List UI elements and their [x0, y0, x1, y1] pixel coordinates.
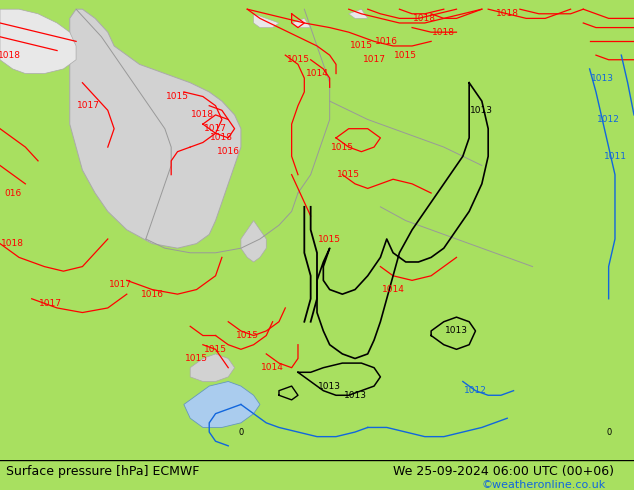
Text: 1017: 1017 [39, 299, 62, 308]
Text: 1017: 1017 [109, 280, 132, 290]
Text: 1013: 1013 [344, 391, 366, 400]
Text: 1018: 1018 [432, 27, 455, 37]
Polygon shape [241, 220, 266, 262]
Text: 1015: 1015 [394, 50, 417, 60]
Text: 1015: 1015 [236, 331, 259, 340]
Polygon shape [349, 9, 368, 19]
Text: 0: 0 [238, 428, 243, 437]
Text: 1015: 1015 [331, 143, 354, 151]
Polygon shape [70, 9, 241, 248]
Text: 1013: 1013 [591, 74, 614, 83]
Text: 1015: 1015 [350, 42, 373, 50]
Text: 1015: 1015 [185, 354, 208, 363]
Text: 1014: 1014 [306, 69, 328, 78]
Text: 1013: 1013 [318, 382, 341, 391]
Text: 016: 016 [4, 189, 22, 197]
Text: 1018: 1018 [191, 110, 214, 120]
Text: 1018: 1018 [413, 14, 436, 23]
Text: 1018: 1018 [1, 239, 24, 248]
Polygon shape [254, 14, 279, 27]
Text: 1014: 1014 [382, 285, 404, 294]
Text: 1016: 1016 [141, 290, 164, 299]
Text: 1018: 1018 [496, 9, 519, 18]
Text: 1013: 1013 [470, 106, 493, 115]
Polygon shape [190, 354, 235, 382]
Text: 1018: 1018 [210, 133, 233, 143]
Text: 1016: 1016 [217, 147, 240, 156]
Text: We 25-09-2024 06:00 UTC (00+06): We 25-09-2024 06:00 UTC (00+06) [393, 465, 614, 478]
Text: 1011: 1011 [604, 152, 626, 161]
Polygon shape [184, 382, 260, 427]
Text: 1012: 1012 [597, 115, 620, 124]
Text: 0: 0 [606, 428, 611, 437]
Text: Surface pressure [hPa] ECMWF: Surface pressure [hPa] ECMWF [6, 465, 200, 478]
Text: 1014: 1014 [261, 363, 284, 372]
Text: 1013: 1013 [445, 326, 468, 336]
Polygon shape [0, 9, 76, 74]
Text: 1017: 1017 [363, 55, 385, 64]
Text: 1012: 1012 [464, 386, 487, 395]
Text: 1015: 1015 [204, 345, 227, 354]
Text: 1015: 1015 [337, 170, 360, 179]
Text: 1015: 1015 [287, 55, 309, 64]
Polygon shape [292, 19, 311, 27]
Text: 1017: 1017 [77, 101, 100, 110]
Text: 1015: 1015 [166, 92, 189, 101]
Text: 1017: 1017 [204, 124, 227, 133]
Text: 1018: 1018 [0, 50, 21, 60]
Text: 1016: 1016 [375, 37, 398, 46]
Text: ©weatheronline.co.uk: ©weatheronline.co.uk [482, 480, 606, 490]
Text: 1015: 1015 [318, 235, 341, 244]
